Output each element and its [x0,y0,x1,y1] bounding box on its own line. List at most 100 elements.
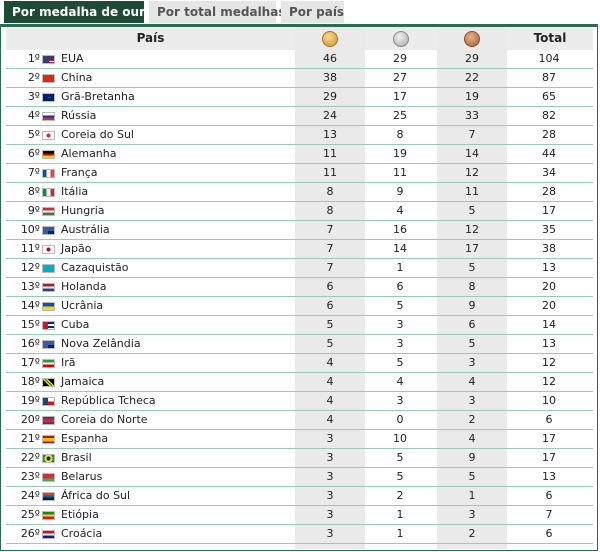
rank-cell: 6º [10,145,40,163]
bronze-count: 3 [437,506,507,524]
table-row: 19º República Tcheca 4 3 3 10 [6,392,593,411]
header-gold[interactable] [295,27,365,50]
header-country[interactable]: País [6,27,295,50]
bronze-count: 4 [437,373,507,391]
table-row: 2º China 38 27 22 87 [6,69,593,88]
table-row: 4º Rússia 24 25 33 82 [6,107,593,126]
total-count: 34 [514,164,584,182]
bronze-count: 5 [437,259,507,277]
jamaica-flag-icon [42,378,55,387]
silver-count: 1 [365,525,435,543]
rank-cell: 19º [10,392,40,410]
bronze-medal-icon [464,31,480,47]
header-total[interactable]: Total [507,27,593,50]
table-row: 21º Espanha 3 10 4 17 [6,430,593,449]
silver-count: 5 [365,468,435,486]
rank-cell: 26º [10,525,40,543]
country-name: Japão [61,240,291,258]
table-row: 16º Nova Zelândia 5 3 5 13 [6,335,593,354]
country-name: Cazaquistão [61,259,291,277]
total-count: 6 [514,525,584,543]
bronze-count: 5 [437,202,507,220]
total-count: 20 [514,297,584,315]
rank-cell: 3º [10,88,40,106]
rank-cell: 18º [10,373,40,391]
bronze-count: 9 [437,297,507,315]
gold-count: 7 [295,221,365,239]
bronze-count: 6 [437,316,507,334]
silver-count: 29 [365,50,435,68]
country-name: Espanha [61,430,291,448]
silver-count: 8 [365,126,435,144]
country-name: Itália [61,183,291,201]
total-count: 104 [514,50,584,68]
rank-cell: 20º [10,411,40,429]
bronze-count: 3 [437,354,507,372]
table-row: 1º EUA 46 29 29 104 [6,50,593,69]
rank-cell: 5º [10,126,40,144]
gold-count: 24 [295,107,365,125]
silver-count: 16 [365,221,435,239]
silver-count: 17 [365,88,435,106]
belarus-flag-icon [42,473,55,482]
gold-count: 3 [295,430,365,448]
total-count: 35 [514,221,584,239]
table-row: 6º Alemanha 11 19 14 44 [6,145,593,164]
rank-cell: 7º [10,164,40,182]
gold-count: 13 [295,126,365,144]
table-row: 25º Etiópia 3 1 3 7 [6,506,593,525]
total-count: 28 [514,183,584,201]
country-name: Belarus [61,468,291,486]
silver-count: 3 [365,316,435,334]
ukraine-flag-icon [42,302,55,311]
russia-flag-icon [42,112,55,121]
silver-count: 0 [365,411,435,429]
silver-medal-icon [393,31,409,47]
silver-count: 5 [365,449,435,467]
rank-cell: 8º [10,183,40,201]
gold-count: 3 [295,468,365,486]
rank-cell: 15º [10,316,40,334]
total-count: 13 [514,468,584,486]
rank-cell: 4º [10,107,40,125]
table-row: 8º Itália 8 9 11 28 [6,183,593,202]
tab-by-country[interactable]: Por país [281,1,344,23]
ethiopia-flag-icon [42,511,55,520]
bronze-count: 33 [437,107,507,125]
usa-flag-icon [42,55,55,64]
table-row: 10º Austrália 7 16 12 35 [6,221,593,240]
gold-medal-icon [322,31,338,47]
table-row: 13º Holanda 6 6 8 20 [6,278,593,297]
germany-flag-icon [42,150,55,159]
tab-by-total[interactable]: Por total medalhas [149,1,276,23]
silver-count: 9 [365,183,435,201]
country-name: EUA [61,50,291,68]
rank-cell: 25º [10,506,40,524]
bronze-count: 5 [437,335,507,353]
uk-flag-icon [42,93,55,102]
header-bronze[interactable] [437,27,507,50]
country-name: Hungria [61,202,291,220]
tab-by-gold[interactable]: Por medalha de ouro [4,1,144,23]
country-name: França [61,164,291,182]
header-silver[interactable] [365,27,437,50]
rank-cell: 12º [10,259,40,277]
table-row: 3º Grã-Bretanha 29 17 19 65 [6,88,593,107]
gold-count: 3 [295,449,365,467]
rank-cell: 9º [10,202,40,220]
rank-cell: 21º [10,430,40,448]
gold-count: 46 [295,50,365,68]
bronze-count: 11 [437,183,507,201]
country-name: Austrália [61,221,291,239]
silver-count: 27 [365,69,435,87]
gold-count: 3 [295,525,365,543]
new-zealand-flag-icon [42,340,55,349]
rank-cell: 23º [10,468,40,486]
australia-flag-icon [42,226,55,235]
country-name: África do Sul [61,487,291,505]
table-row: 26º Croácia 3 1 2 6 [6,525,593,544]
bronze-count: 1 [437,487,507,505]
total-count: 10 [514,392,584,410]
gold-count: 6 [295,278,365,296]
total-count: 44 [514,145,584,163]
